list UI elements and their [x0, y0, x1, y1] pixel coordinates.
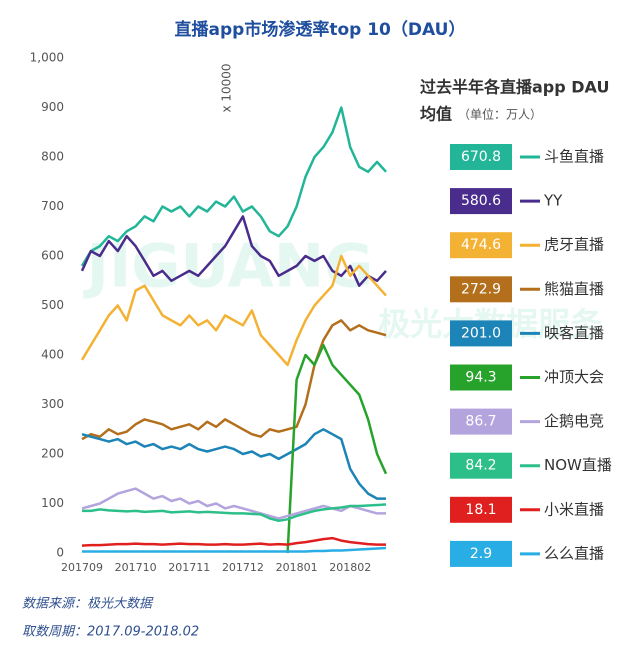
y-tick-label: 600	[41, 249, 64, 263]
y-tick-label: 300	[41, 397, 64, 411]
legend-title: 过去半年各直播app DAU	[420, 78, 609, 97]
legend-box	[450, 232, 512, 259]
y-tick-label: 1,000	[30, 51, 64, 65]
legend-box	[450, 452, 512, 479]
legend-value: 86.7	[465, 414, 496, 430]
legend-label: 企鹅电竞	[544, 412, 604, 430]
legend-label: NOW直播	[544, 456, 612, 474]
legend-label: 映客直播	[544, 324, 604, 342]
period: 取数周期：2017.09-2018.02	[22, 625, 199, 640]
legend-label: 熊猫直播	[544, 280, 604, 298]
legend-value: 201.0	[461, 325, 501, 341]
x-tick-label: 201802	[329, 561, 371, 574]
y-tick-label: 700	[41, 199, 64, 213]
series-line	[82, 503, 387, 523]
series-line	[81, 536, 386, 547]
legend-label: 小米直播	[544, 500, 604, 518]
series-line	[81, 319, 387, 441]
legend-box	[450, 144, 512, 170]
y-tick-label: 800	[41, 150, 64, 164]
legend-label: 虎牙直播	[544, 236, 604, 254]
legend-unit: （单位：万人）	[458, 107, 542, 122]
legend-box	[450, 320, 512, 347]
y-tick-label: 100	[41, 496, 64, 510]
legend-label: 斗鱼直播	[544, 148, 604, 166]
series-line	[286, 343, 388, 554]
legend-value: 94.3	[465, 370, 496, 386]
y-tick-label: 900	[41, 100, 64, 114]
y-tick-label: 400	[41, 348, 64, 362]
legend-label: YY	[543, 192, 563, 210]
legend-box	[450, 540, 512, 567]
legend-value: 670.8	[461, 149, 501, 165]
x-tick-label: 201710	[115, 561, 157, 574]
legend-box	[450, 364, 512, 391]
chart-title: 直播app市场渗透率top 10（DAU）	[175, 19, 466, 40]
y-axis-label: x 10000	[220, 63, 234, 112]
legend-value: 474.6	[461, 237, 501, 253]
y-tick-label: 200	[41, 447, 64, 461]
series-line	[82, 546, 387, 553]
legend-value: 272.9	[461, 281, 501, 297]
legend-box	[450, 408, 512, 435]
x-tick-label: 201801	[276, 561, 318, 574]
legend-label: 冲顶大会	[544, 368, 604, 386]
y-tick-label: 0	[56, 546, 64, 560]
series-line	[81, 428, 386, 500]
legend-value: 2.9	[470, 546, 492, 562]
legend-title: 均值	[420, 105, 452, 124]
legend-value: 18.1	[465, 502, 496, 518]
legend-value: 84.2	[465, 458, 496, 474]
legend-box	[450, 276, 512, 303]
legend-box	[450, 188, 512, 215]
series-line	[80, 106, 387, 267]
source: 数据来源：极光大数据	[22, 597, 154, 612]
legend-label: 么么直播	[544, 544, 604, 562]
legend-value: 580.6	[461, 193, 501, 209]
series-line	[80, 254, 387, 367]
x-tick-label: 201711	[168, 561, 210, 574]
legend-box	[450, 496, 512, 523]
y-tick-label: 500	[41, 298, 64, 312]
x-tick-label: 201712	[222, 561, 264, 574]
x-tick-label: 201709	[61, 561, 103, 574]
